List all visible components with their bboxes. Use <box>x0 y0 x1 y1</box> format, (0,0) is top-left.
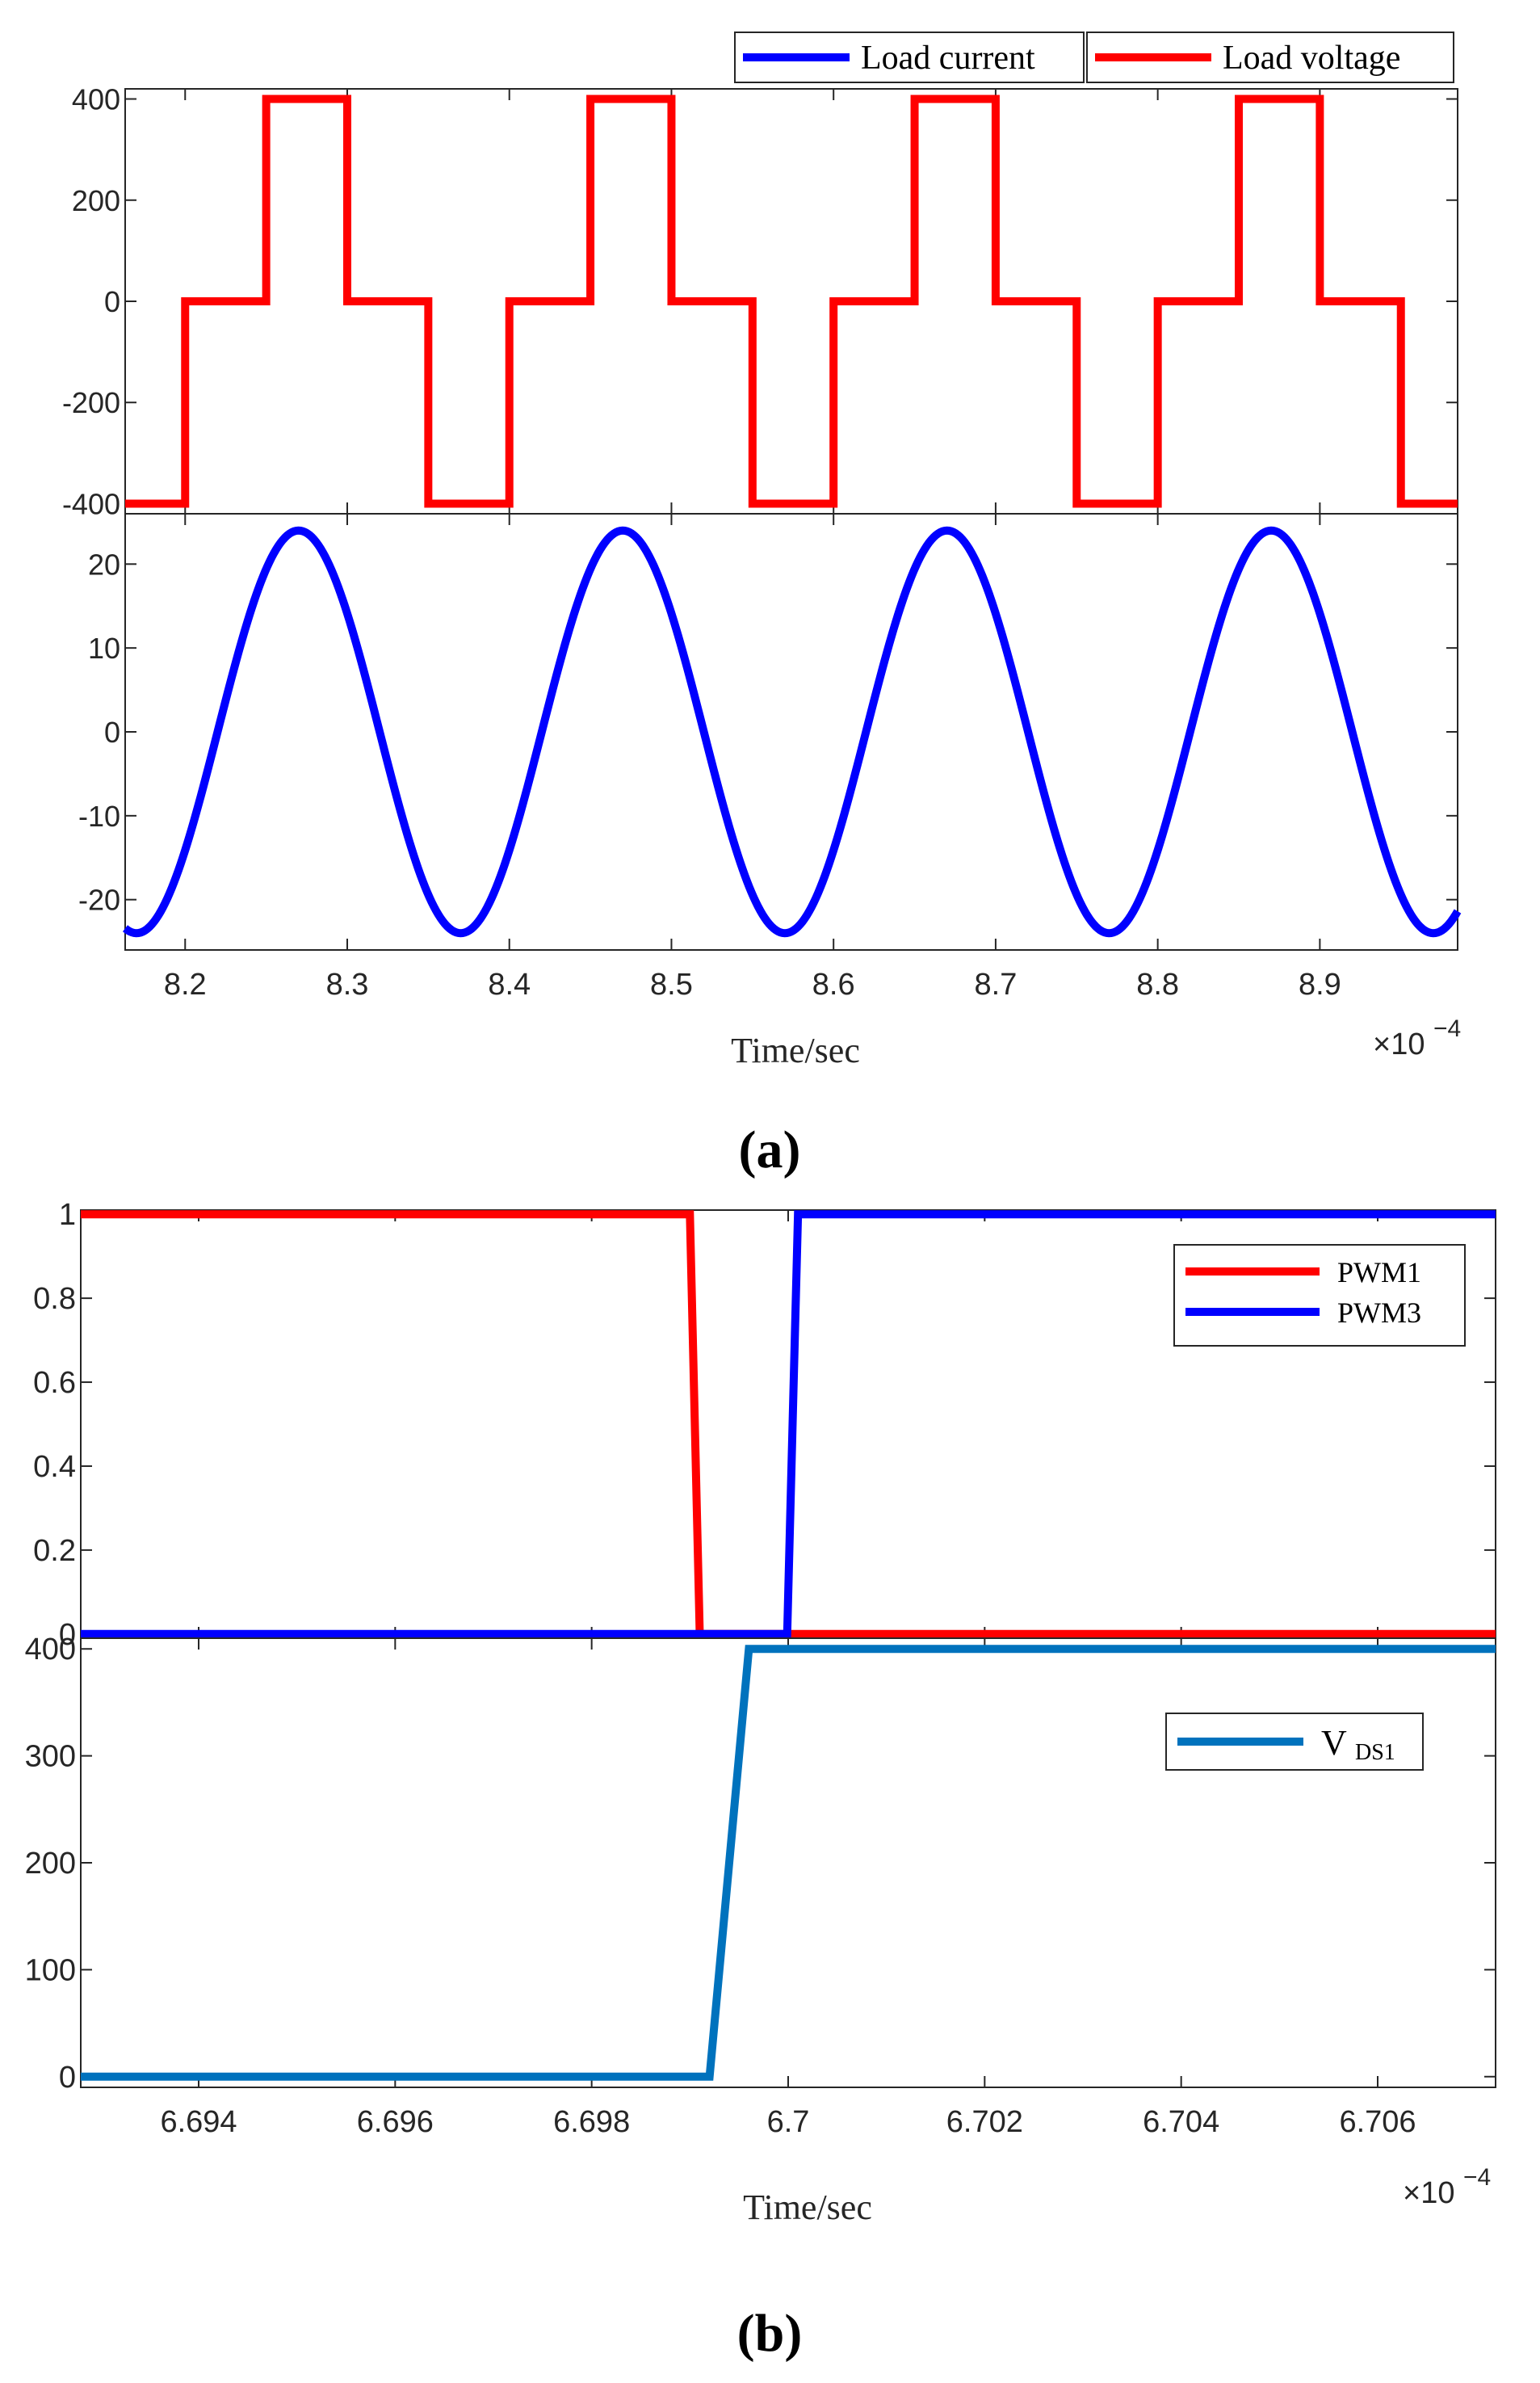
y-tick-label: 0 <box>59 1618 76 1652</box>
legend-label-vds1-subscript: DS1 <box>1355 1740 1395 1765</box>
x-tick-label: 8.2 <box>164 968 207 1002</box>
y-tick-label: -400 <box>62 487 120 520</box>
x-multiplier-exponent-b: −4 <box>1463 2164 1491 2191</box>
legend-label-vds1-main: V <box>1321 1723 1347 1763</box>
series-line-pwm3 <box>81 1210 1496 1638</box>
legend-a: Load current Load voltage <box>734 32 1454 83</box>
legend-label-pwm1: PWM1 <box>1337 1256 1421 1288</box>
series-line-pwm1 <box>81 1210 1496 1638</box>
legend-b-bottom: V DS1 <box>1165 1713 1424 1771</box>
y-tick-label: 0 <box>59 2061 76 2095</box>
y-tick-label: 300 <box>25 1740 76 1774</box>
y-tick-label: -10 <box>78 800 120 833</box>
ticks-b-bottom: 400 300 200 100 0 6.694 6.696 6.698 6.7 6.702 6.70… <box>25 1633 1496 2139</box>
chart-a-bottom: 20 10 0 -10 -20 8.2 8.3 8.4 8.5 8.6 8.7 8.8 8.9 Time… <box>78 513 1462 1070</box>
y-tick-label: 400 <box>25 1633 76 1666</box>
x-tick-label: 6.694 <box>160 2105 237 2139</box>
y-tick-label: 200 <box>25 1847 76 1881</box>
ticks-a-bottom: 20 10 0 -10 -20 8.2 8.3 8.4 8.5 8.6 8.7 8.8 8.9 <box>78 514 1458 1002</box>
series-b-bottom <box>81 1645 1496 2081</box>
y-tick-label: 400 <box>72 83 120 116</box>
series-a-bottom <box>122 526 1462 938</box>
y-tick-label: 100 <box>25 1953 76 1987</box>
x-tick-label: 8.9 <box>1299 968 1341 1002</box>
y-tick-label: 0 <box>104 716 120 749</box>
x-tick-label: 8.8 <box>1136 968 1179 1002</box>
series-line-load-current <box>122 526 1462 938</box>
y-tick-label: -20 <box>78 884 120 917</box>
legend-label-load-current: Load current <box>861 40 1035 77</box>
legend-label-pwm3: PWM3 <box>1337 1297 1421 1329</box>
chart-a-top: 400 200 0 -200 -400 Load current Load voltag… <box>62 32 1458 520</box>
legend-label-vds1: V DS1 <box>1321 1723 1395 1765</box>
panel-label-a: (a) <box>739 1120 801 1179</box>
x-tick-label: 8.3 <box>326 968 369 1002</box>
x-multiplier-exponent-a: −4 <box>1433 1015 1461 1042</box>
x-multiplier-base-b: ×10 <box>1403 2176 1454 2210</box>
y-tick-label: 0.6 <box>33 1366 76 1400</box>
x-tick-label: 6.698 <box>553 2105 630 2139</box>
x-tick-label: 8.4 <box>488 968 531 1002</box>
x-tick-label: 6.702 <box>946 2105 1023 2139</box>
x-tick-label: 8.5 <box>650 968 693 1002</box>
legend-box-pwm <box>1173 1244 1466 1347</box>
y-tick-label: 200 <box>72 184 120 217</box>
x-tick-label: 6.696 <box>357 2105 434 2139</box>
y-tick-label: 20 <box>88 548 120 581</box>
chart-b-bottom: 400 300 200 100 0 6.694 6.696 6.698 6.7 6.702 6.70… <box>25 1633 1496 2227</box>
y-tick-label: -200 <box>62 386 120 419</box>
y-tick-label: 0.8 <box>33 1282 76 1316</box>
y-tick-label: 0.2 <box>33 1534 76 1568</box>
legend-box-load-current <box>734 32 1085 83</box>
ticks-a-top: 400 200 0 -200 -400 <box>62 83 1458 520</box>
series-b-top <box>81 1210 1496 1638</box>
legend-b-top: PWM1 PWM3 <box>1173 1244 1466 1347</box>
series-line-vds1 <box>81 1645 1496 2081</box>
y-tick-label: 0.4 <box>33 1450 76 1484</box>
x-axis-label-a: Time/sec <box>731 1031 860 1070</box>
x-axis-label-b: Time/sec <box>743 2188 872 2227</box>
series-a-top <box>125 95 1458 508</box>
y-tick-label: 1 <box>59 1198 76 1232</box>
x-multiplier-base-a: ×10 <box>1373 1028 1425 1061</box>
y-tick-label: 0 <box>104 285 120 318</box>
x-tick-label: 8.6 <box>812 968 855 1002</box>
chart-b-top: 1 0.8 0.6 0.4 0.2 0 PWM1 PWM3 <box>33 1198 1496 1652</box>
x-multiplier-b: ×10 −4 <box>1403 2164 1491 2210</box>
x-tick-label: 6.7 <box>767 2105 810 2139</box>
y-tick-label: 10 <box>88 632 120 665</box>
x-tick-label: 8.7 <box>975 968 1018 1002</box>
x-multiplier-a: ×10 −4 <box>1373 1015 1461 1061</box>
legend-label-load-voltage: Load voltage <box>1223 40 1400 77</box>
series-line-load-voltage <box>125 95 1458 508</box>
x-tick-label: 6.704 <box>1143 2105 1219 2139</box>
ticks-b-top: 1 0.8 0.6 0.4 0.2 0 <box>33 1198 1496 1652</box>
panel-label-b: (b) <box>737 2304 803 2363</box>
x-tick-label: 6.706 <box>1339 2105 1416 2139</box>
